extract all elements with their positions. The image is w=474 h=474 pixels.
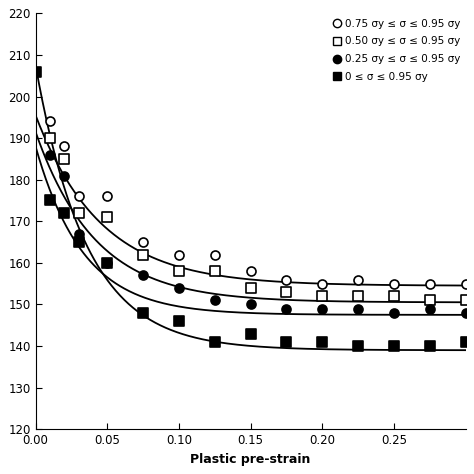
Point (75, 192, 82, 200)
Point (462, 297, 469, 304)
X-axis label: Plastic pre-strain: Plastic pre-strain (191, 453, 311, 465)
Point (103, 213, 111, 221)
Point (75, 209, 82, 217)
Point (462, 280, 469, 287)
Point (61, 209, 68, 217)
Point (247, 267, 255, 275)
Point (175, 284, 183, 292)
Point (319, 338, 326, 346)
Point (390, 342, 398, 350)
Point (462, 309, 469, 317)
Point (211, 338, 219, 346)
Point (355, 276, 362, 283)
Point (426, 297, 434, 304)
Point (103, 192, 111, 200)
Point (355, 305, 362, 312)
Point (390, 280, 398, 287)
Point (61, 155, 68, 163)
Point (46, 134, 54, 142)
Point (139, 251, 147, 258)
Point (426, 342, 434, 350)
Point (139, 272, 147, 279)
Point (426, 305, 434, 312)
Point (32, 68, 39, 75)
Point (426, 280, 434, 287)
Point (61, 143, 68, 150)
Point (283, 305, 290, 312)
Point (211, 251, 219, 258)
Legend: 0.75 σy ≤ σ ≤ 0.95 σy, 0.50 σy ≤ σ ≤ 0.95 σy, 0.25 σy ≤ σ ≤ 0.95 σy, 0 ≤ σ ≤ 0.9: 0.75 σy ≤ σ ≤ 0.95 σy, 0.50 σy ≤ σ ≤ 0.9… (328, 14, 465, 86)
Point (61, 172, 68, 179)
Point (139, 238, 147, 246)
Point (175, 251, 183, 258)
Point (103, 259, 111, 267)
Point (462, 338, 469, 346)
Point (103, 259, 111, 267)
Point (319, 280, 326, 287)
Point (283, 288, 290, 296)
Point (46, 151, 54, 158)
Point (283, 276, 290, 283)
Point (175, 267, 183, 275)
Point (247, 330, 255, 337)
Point (75, 238, 82, 246)
Point (211, 297, 219, 304)
Point (390, 292, 398, 300)
Point (319, 292, 326, 300)
Point (319, 305, 326, 312)
Point (175, 317, 183, 325)
Point (46, 118, 54, 125)
Point (390, 309, 398, 317)
Point (75, 230, 82, 237)
Point (211, 267, 219, 275)
Point (247, 301, 255, 308)
Point (139, 309, 147, 317)
Point (247, 284, 255, 292)
Point (283, 338, 290, 346)
Point (46, 197, 54, 204)
Point (355, 292, 362, 300)
Point (355, 342, 362, 350)
